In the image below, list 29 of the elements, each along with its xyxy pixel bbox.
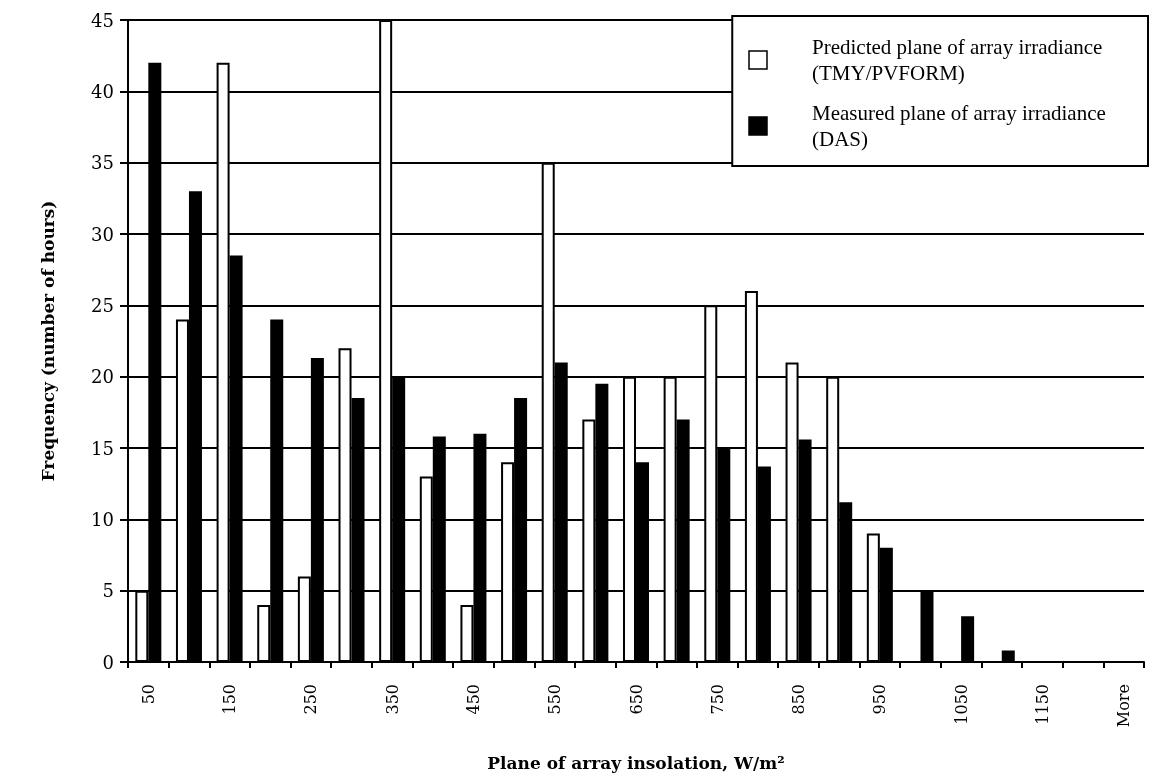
y-tick-label: 5 <box>102 580 114 602</box>
y-tick-label: 25 <box>91 294 114 316</box>
x-tick-label: 1050 <box>951 684 971 725</box>
bar <box>1001 650 1015 662</box>
x-tick-label: 950 <box>870 684 890 715</box>
y-tick-label: 40 <box>91 80 114 102</box>
x-tick-label: 1150 <box>1032 684 1052 725</box>
y-tick-label: 0 <box>102 651 114 673</box>
x-tick-label: 150 <box>220 684 240 715</box>
x-tick-label: 550 <box>545 684 565 715</box>
bar <box>961 616 975 662</box>
y-tick-label: 30 <box>91 223 114 245</box>
x-tick-label: 450 <box>463 684 483 715</box>
x-tick-label: 750 <box>707 684 727 715</box>
y-tick-label: 15 <box>91 437 114 459</box>
legend-label: Measured plane of array irradiance (DAS) <box>812 101 1112 151</box>
x-tick-label: 650 <box>626 684 646 715</box>
x-tick-label: More <box>1114 684 1134 728</box>
y-tick-label: 20 <box>91 366 114 388</box>
legend-label: Predicted plane of array irradiance (TMY/PVFORM) <box>812 35 1108 85</box>
y-tick-label: 35 <box>91 152 114 174</box>
y-axis-title: Frequency (number of hours) <box>37 200 58 482</box>
x-axis-title: Plane of array insolation, W/m² <box>487 752 785 773</box>
y-tick-label: 45 <box>91 9 114 31</box>
x-tick-label: 350 <box>382 684 402 715</box>
x-tick-label: 50 <box>138 684 158 705</box>
x-tick-label: 250 <box>301 684 321 715</box>
y-tick-label: 10 <box>91 508 114 530</box>
x-tick-label: 850 <box>789 684 809 715</box>
